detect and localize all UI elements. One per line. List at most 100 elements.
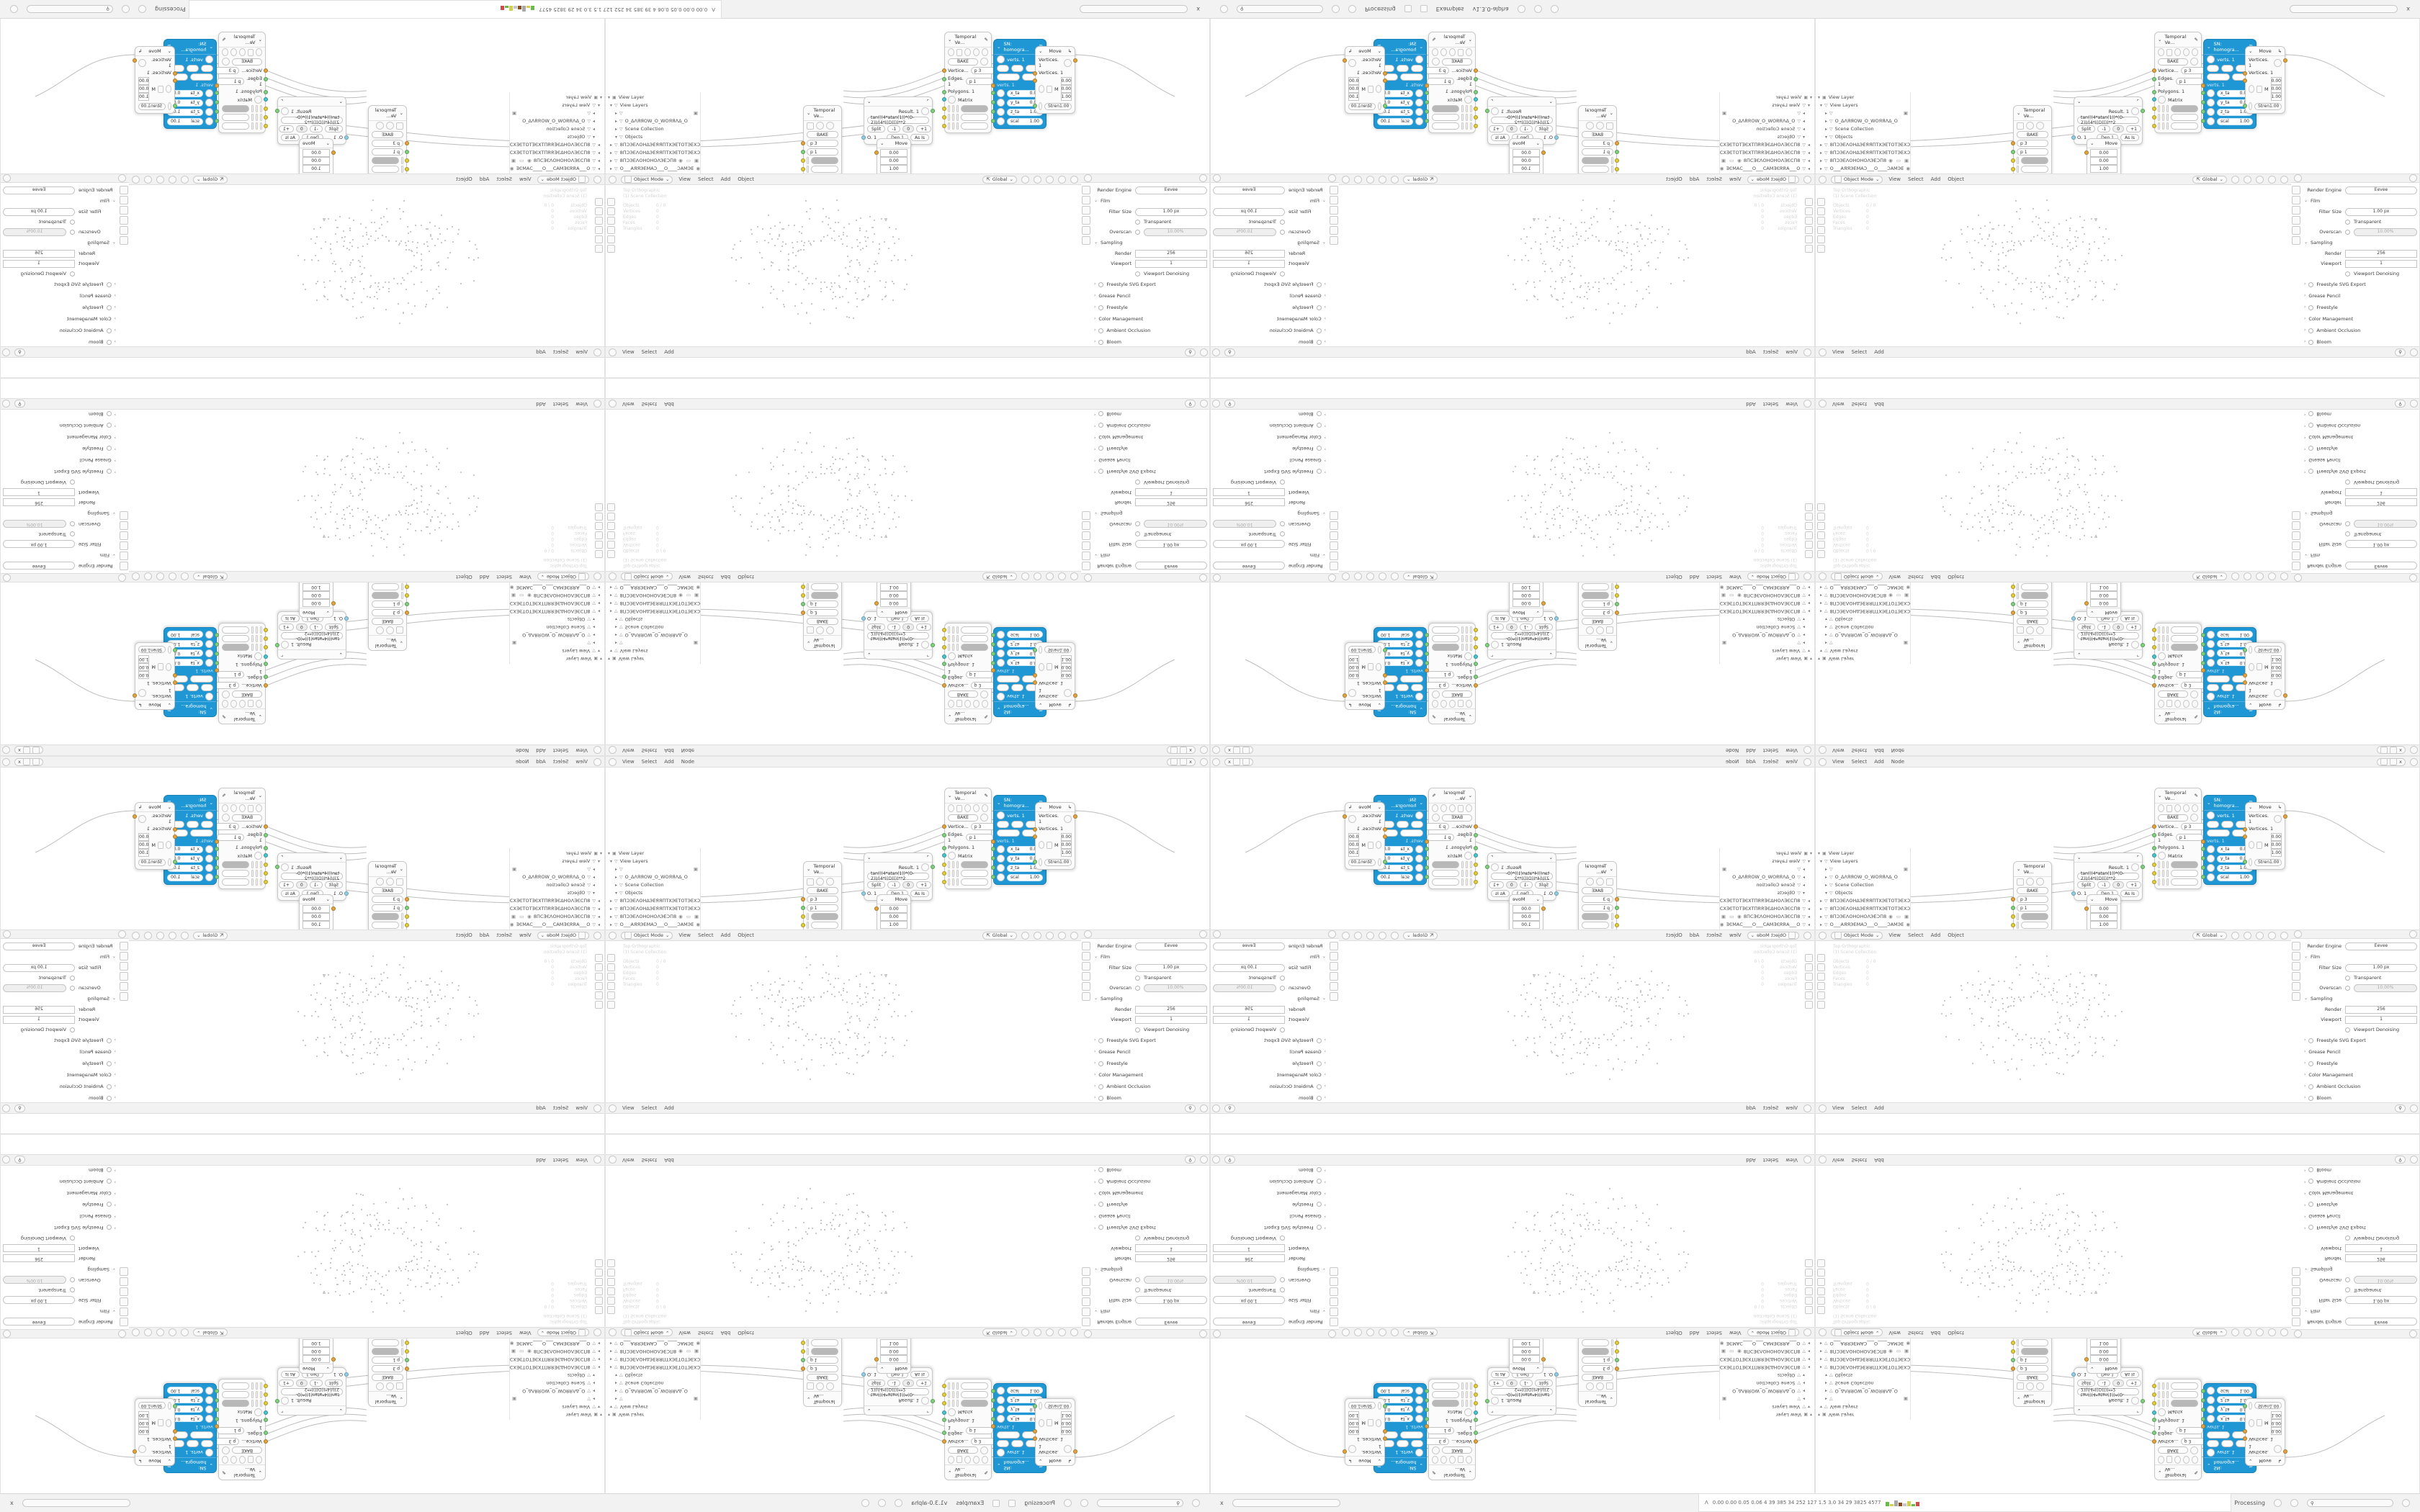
camera-icon[interactable]: ▣ — [1721, 158, 1726, 163]
param-value[interactable]: 0.00 — [1030, 91, 1039, 96]
transparent-checkbox[interactable] — [70, 219, 75, 225]
socket-z-ta[interactable] — [215, 642, 219, 647]
grid-icon[interactable] — [2158, 644, 2160, 651]
input-value[interactable]: p 1 — [1427, 78, 1455, 85]
viewport-denoising-row[interactable]: Viewport Denoising — [1213, 269, 1326, 279]
editor-type-icon[interactable] — [1819, 175, 1827, 184]
menu-add[interactable]: Add — [720, 574, 731, 580]
outliner-row[interactable]: ▸ ▽ O_ΔΛЯЯOW_O_WOЯЯΛΔ_O — [1818, 631, 1908, 639]
bake-row[interactable]: BAKE — [219, 57, 265, 66]
collapse-chevron-icon[interactable]: ⌄ — [807, 640, 811, 646]
link-icon[interactable] — [1378, 646, 1381, 654]
collapse-chevron-icon[interactable]: ⌄ — [339, 652, 343, 657]
matrix-z[interactable]: 1.00 — [880, 165, 908, 173]
section-sampling[interactable]: ⌄ Sampling — [3, 508, 116, 519]
socket-vertices-in[interactable] — [2243, 680, 2247, 685]
eye-icon[interactable]: ◉ — [1737, 593, 1742, 598]
menu-view[interactable]: View — [1785, 747, 1798, 753]
chevron-right-icon[interactable]: › — [1094, 412, 1096, 417]
dropdown-icon[interactable] — [1348, 689, 1356, 698]
socket-strength[interactable] — [2243, 648, 2247, 652]
dropdown-icon[interactable] — [2207, 693, 2215, 701]
node-temporal-viewer[interactable]: ⌄ Temporal Ve... BAKE — [368, 105, 409, 174]
socket-color-1[interactable] — [2152, 107, 2156, 111]
chevron-right-icon[interactable]: › — [1094, 435, 1096, 440]
eye-icon[interactable] — [2158, 700, 2164, 708]
tab-viewlayer[interactable] — [1330, 216, 1338, 225]
bake-button[interactable]: BAKE — [2017, 618, 2048, 625]
shading-rendered-icon[interactable] — [1070, 572, 1078, 581]
collapse-chevron-icon[interactable]: ⌄ — [399, 640, 403, 646]
viewport-samples-input[interactable]: 1 — [1213, 488, 1285, 497]
matrix-x[interactable]: 0.00 — [302, 599, 330, 607]
viewport-canvas[interactable]: Top Orthographic (1) Scene Collection Ob… — [129, 185, 604, 346]
matrix-y[interactable]: 0.00 — [2090, 591, 2118, 599]
brush-icon[interactable] — [256, 122, 258, 130]
chevron-right-icon[interactable]: ▸ — [592, 127, 595, 132]
link-icon[interactable] — [997, 108, 1005, 116]
color-slot-row[interactable] — [369, 165, 409, 174]
chevron-right-icon[interactable]: ▸ — [610, 608, 613, 613]
node-input-vertices[interactable]: p 3 — [1579, 139, 1619, 148]
box-icon[interactable] — [260, 626, 262, 634]
socket-vertices[interactable] — [1474, 683, 1478, 688]
color-slot-row[interactable] — [1579, 591, 1619, 600]
outliner-row[interactable]: ▸▽O_AЯЯЭEMAƆAMAЯЯAΛΠAΠ_O_⌄▭▣ — [1722, 582, 1812, 583]
section-enable-checkbox[interactable] — [1316, 305, 1322, 310]
param-value[interactable]: 1.00 — [1029, 119, 1039, 124]
color-swatch[interactable] — [1432, 114, 1459, 121]
tab-render[interactable] — [2292, 196, 2300, 204]
debug-icon[interactable]: ⚙ — [2221, 65, 2234, 72]
menu-object[interactable]: Object — [738, 176, 755, 182]
asis-dropdown[interactable]: As Is — [2120, 134, 2139, 141]
chevron-right-icon[interactable]: ▸ — [598, 173, 600, 174]
node-input-polygons[interactable]: Polygons. 1 — [1429, 88, 1478, 95]
collapsed-section[interactable]: › Ambient Occlusion — [2304, 325, 2417, 336]
circle2-icon[interactable] — [1440, 700, 1447, 708]
viewer-toggle-row[interactable] — [369, 626, 406, 635]
filter-size-input[interactable]: 1.00 px — [1213, 207, 1285, 216]
link-icon[interactable] — [1415, 659, 1423, 667]
overscan-value[interactable]: 10.00% — [1144, 520, 1207, 528]
color-swatch[interactable] — [1432, 122, 1459, 130]
expression-row[interactable]: tan(((4*atan(1))*(O-2))/(4*((O))))**2 — [864, 115, 932, 125]
link-icon[interactable] — [997, 640, 1005, 648]
properties-body[interactable]: Render Engine Eevee ⌄ Film Filter Size 1… — [0, 183, 129, 346]
box-icon[interactable] — [1606, 122, 1613, 130]
expand-icon[interactable] — [157, 85, 163, 93]
render-samples-input[interactable]: 256 — [1213, 498, 1285, 507]
section-sampling[interactable]: ⌄ Sampling — [2304, 237, 2417, 248]
sampling-render-row[interactable]: Render 256 — [3, 498, 116, 508]
node-tree-selector[interactable]: x — [1224, 746, 1253, 755]
chevron-right-icon[interactable]: › — [1324, 339, 1326, 344]
transform-orientation[interactable]: ⇱ Global ⌄ — [2192, 572, 2227, 581]
socket-color-2[interactable] — [2011, 167, 2015, 171]
viewport-denoising-checkbox[interactable] — [1135, 271, 1140, 276]
outliner-row[interactable]: ▸▽8ΠƆЭЕΛOHΔЭEЯЯΠTXЭETOTЭEXƆ◉▭▣ — [1720, 141, 1812, 149]
mode-selector[interactable]: Object Mode ⌄ — [1747, 572, 1799, 581]
node-header[interactable]: ⌄ Temporal Ve... — [369, 106, 406, 121]
section-sampling[interactable]: ⌄ Sampling — [1094, 237, 1207, 248]
color-swatch[interactable] — [961, 105, 988, 112]
box-icon[interactable] — [247, 48, 254, 56]
chevron-down-icon[interactable]: ⌄ — [112, 511, 116, 516]
spray-icon[interactable] — [2166, 626, 2169, 634]
reset-icon[interactable]: ↺ — [997, 684, 1010, 691]
socket-color-2[interactable] — [801, 167, 805, 171]
socket-vertices[interactable] — [801, 141, 805, 145]
matrix-z[interactable]: 1.00 — [2270, 93, 2282, 101]
socket-edges[interactable] — [942, 675, 946, 679]
outliner-row[interactable]: ▸ ▽ Scene Collection — [1722, 623, 1812, 631]
node-input-vertices[interactable]: p 3 — [2011, 139, 2051, 148]
matrix-x[interactable]: 0.00 — [880, 149, 908, 157]
collapsed-section[interactable]: › Freestyle SVG Export — [2304, 279, 2417, 290]
param-value[interactable]: 1.00 — [2239, 632, 2249, 637]
camera-icon[interactable]: ▣ — [511, 593, 516, 598]
param-value[interactable]: 0.00 — [1030, 100, 1039, 105]
shading-rendered-icon[interactable] — [1342, 175, 1350, 184]
chevron-down-icon[interactable]: ▾ — [597, 103, 600, 108]
input-value[interactable]: p 3 — [2017, 140, 2048, 147]
node-input-vertices[interactable]: Vertice... p 3 — [2152, 681, 2208, 690]
outliner-row-restrictions[interactable]: ⌄▭▣ — [1719, 582, 1724, 583]
strength-value[interactable]: 1.00 — [140, 104, 151, 109]
